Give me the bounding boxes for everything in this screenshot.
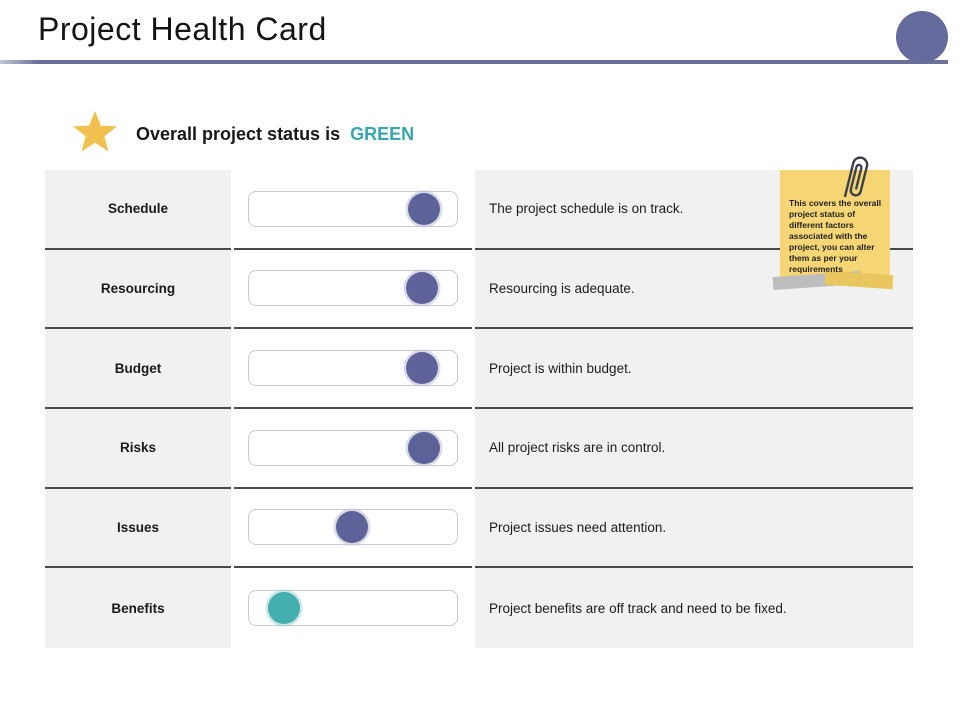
issues-status-slider[interactable] [248,509,458,546]
schedule-status-slider[interactable] [248,190,458,227]
slider-cell [234,568,472,648]
risks-status-slider[interactable] [248,429,458,466]
slider-cell [234,488,472,569]
row-label-schedule: Schedule [45,170,231,250]
slider-knob[interactable] [406,272,439,305]
page-title: Project Health Card [38,11,327,47]
title-underline [0,60,948,64]
slider-cell [234,329,472,409]
overall-status-text: Overall project status is GREEN [136,124,414,145]
slider-knob[interactable] [407,192,440,225]
sticky-note: This covers the overall project status o… [780,170,890,278]
health-card-table: Schedule The project schedule is on trac… [45,170,913,648]
slider-knob[interactable] [335,511,368,544]
slider-knob[interactable] [407,431,440,464]
row-description: Project is within budget. [475,329,913,409]
slider-knob[interactable] [268,592,301,625]
resourcing-status-slider[interactable] [248,270,458,307]
slider-cell [234,249,472,330]
status-prefix: Overall project status is [136,124,341,144]
row-label-benefits: Benefits [45,568,231,648]
row-description: Resourcing is adequate. [475,249,913,330]
row-label-risks: Risks [45,408,231,489]
row-label-resourcing: Resourcing [45,249,231,330]
row-description: Project benefits are off track and need … [475,568,913,648]
row-description: All project risks are in control. [475,408,913,489]
benefits-status-slider[interactable] [248,590,458,627]
slider-cell [234,170,472,250]
slider-knob[interactable] [406,352,439,385]
status-value: GREEN [350,124,415,144]
row-label-issues: Issues [45,488,231,569]
row-description: Project issues need attention. [475,488,913,569]
star-icon [73,111,117,152]
budget-status-slider[interactable] [248,350,458,387]
corner-circle-decoration [896,11,948,63]
paperclip-icon [843,156,869,198]
row-label-budget: Budget [45,329,231,409]
slider-cell [234,408,472,489]
